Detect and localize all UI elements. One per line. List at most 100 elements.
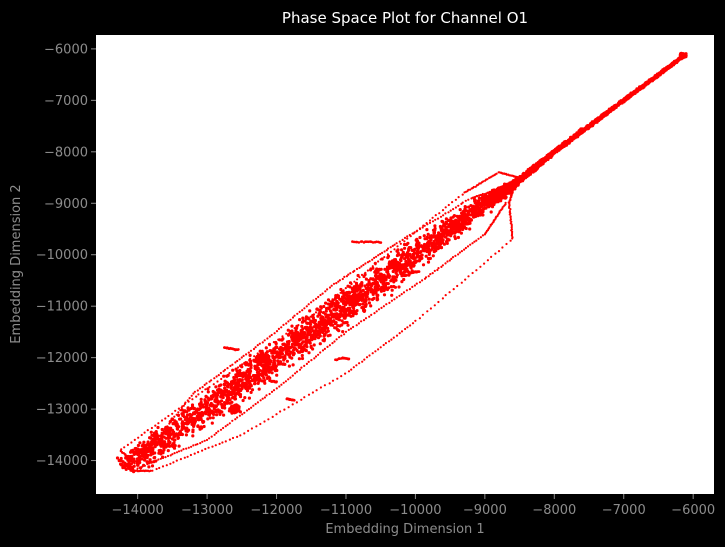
data-point xyxy=(307,338,311,342)
data-point xyxy=(268,349,272,353)
data-point xyxy=(214,385,218,389)
data-point xyxy=(285,340,290,344)
data-point xyxy=(541,159,545,163)
data-point xyxy=(249,359,253,363)
data-point xyxy=(209,397,213,401)
data-point xyxy=(160,435,164,439)
data-point xyxy=(364,302,368,307)
data-point xyxy=(646,82,650,86)
data-point xyxy=(226,396,230,401)
data-point xyxy=(291,363,295,367)
data-point xyxy=(299,349,303,353)
data-point xyxy=(347,311,351,315)
data-point xyxy=(413,260,418,264)
data-point xyxy=(326,326,330,330)
data-point xyxy=(198,415,202,419)
data-point xyxy=(449,231,454,235)
data-point xyxy=(304,344,308,348)
data-point xyxy=(245,382,249,386)
data-point xyxy=(308,309,312,313)
data-point xyxy=(232,388,236,392)
data-point xyxy=(404,273,408,277)
data-point xyxy=(173,438,177,442)
data-point xyxy=(232,375,236,380)
data-point xyxy=(352,309,356,313)
data-point xyxy=(470,206,474,210)
data-point xyxy=(391,275,395,279)
data-point xyxy=(484,206,488,210)
data-point xyxy=(176,433,180,437)
data-point xyxy=(355,302,359,306)
data-point xyxy=(145,460,149,464)
data-point xyxy=(298,343,303,347)
data-point xyxy=(575,134,580,138)
data-point xyxy=(230,400,234,404)
data-point xyxy=(326,329,330,333)
data-point xyxy=(175,424,179,428)
data-point xyxy=(206,417,210,421)
data-point xyxy=(460,214,464,218)
data-point xyxy=(310,327,314,331)
data-point xyxy=(287,364,291,368)
data-point xyxy=(218,409,222,413)
data-point xyxy=(422,244,427,248)
data-point xyxy=(458,225,462,229)
data-point xyxy=(220,392,224,396)
data-point xyxy=(284,350,288,354)
data-point xyxy=(653,76,657,80)
data-point xyxy=(666,65,670,69)
data-point xyxy=(196,424,200,428)
data-point xyxy=(433,226,437,231)
data-point xyxy=(648,79,652,83)
data-point xyxy=(312,343,316,347)
data-point xyxy=(249,363,253,367)
data-point xyxy=(412,249,416,253)
data-point xyxy=(478,211,482,215)
data-point xyxy=(301,316,305,320)
data-point xyxy=(403,246,407,250)
data-point xyxy=(256,381,260,385)
data-point xyxy=(437,239,441,244)
data-point xyxy=(234,392,238,396)
data-point xyxy=(346,306,350,310)
data-point xyxy=(260,356,264,360)
data-point xyxy=(252,377,256,381)
data-point xyxy=(405,251,409,255)
data-point xyxy=(204,394,208,398)
data-point xyxy=(467,213,471,217)
data-point xyxy=(237,374,241,378)
data-point xyxy=(341,295,345,299)
data-point xyxy=(140,444,144,448)
data-point xyxy=(215,393,220,397)
data-point xyxy=(591,120,595,124)
data-point xyxy=(167,428,172,432)
data-point xyxy=(222,383,227,387)
data-point xyxy=(129,450,133,454)
data-point xyxy=(427,240,431,244)
data-point xyxy=(229,380,234,384)
data-point xyxy=(330,312,334,316)
data-point xyxy=(569,135,573,139)
data-point xyxy=(467,205,471,209)
data-point xyxy=(157,451,161,455)
data-point xyxy=(431,254,435,258)
data-point xyxy=(239,374,244,378)
data-point xyxy=(311,333,315,337)
data-point xyxy=(280,338,284,342)
data-point xyxy=(290,324,294,328)
data-point xyxy=(287,349,291,353)
data-point xyxy=(201,403,205,407)
data-point xyxy=(437,231,441,235)
data-point xyxy=(242,374,246,378)
data-point xyxy=(212,406,216,410)
data-point xyxy=(192,406,196,410)
data-point xyxy=(676,57,680,61)
data-point xyxy=(318,342,322,346)
data-point xyxy=(407,258,411,262)
data-point xyxy=(444,227,448,231)
data-point xyxy=(403,253,407,257)
data-point xyxy=(454,223,459,227)
data-point xyxy=(159,440,163,444)
data-point xyxy=(283,356,287,360)
